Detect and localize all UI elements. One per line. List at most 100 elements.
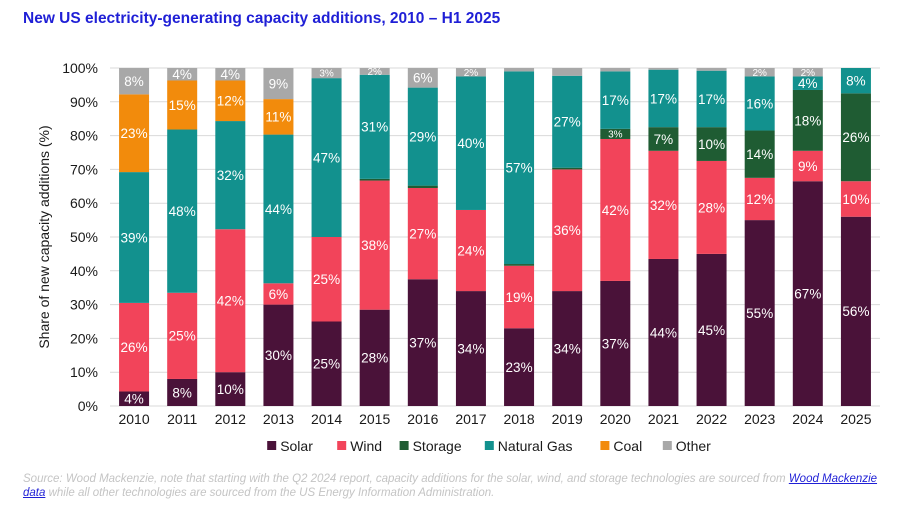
data-label: 39% [121, 230, 148, 245]
data-label: 23% [121, 126, 148, 141]
legend-swatch-coal [600, 441, 610, 450]
chart-title: New US electricity-generating capacity a… [23, 10, 501, 27]
data-label: 67% [794, 286, 821, 301]
legend-label: Natural Gas [498, 438, 573, 454]
x-tick-label: 2023 [744, 411, 775, 427]
bar-segment-other [600, 68, 631, 72]
data-label: 47% [313, 150, 340, 165]
bar-segment-storage [792, 89, 823, 151]
bar-segment-storage [407, 185, 438, 188]
data-label: 7% [654, 132, 674, 147]
bar-segment-natural-gas [744, 76, 775, 131]
bar-segment-wind [600, 138, 631, 281]
bar-segment-other [696, 68, 727, 71]
data-label: 38% [361, 238, 388, 253]
x-tick-label: 2014 [311, 411, 342, 427]
data-label: 44% [265, 202, 292, 217]
data-label: 27% [409, 226, 436, 241]
legend-label: Solar [280, 438, 313, 454]
bar-segment-other [359, 68, 390, 75]
data-label: 2% [801, 68, 816, 79]
bar-segment-natural-gas [504, 71, 535, 265]
legend: Solar Wind Storage Natural Gas Coal Other [267, 438, 711, 454]
y-tick-label: 100% [62, 60, 98, 76]
legend-swatch-wind [337, 441, 347, 450]
bar-segment-solar [311, 321, 342, 406]
data-label: 10% [698, 137, 725, 152]
data-label: 56% [842, 304, 869, 319]
data-label: 8% [846, 74, 866, 89]
legend-swatch-natural-gas [484, 441, 494, 450]
source-note: Source: Wood Mackenzie, note that starti… [23, 472, 893, 500]
x-tick-label: 2025 [840, 411, 871, 427]
bar-segment-natural-gas [696, 70, 727, 128]
legend-label: Coal [613, 438, 642, 454]
data-label: 12% [746, 192, 773, 207]
data-label: 19% [506, 290, 533, 305]
bar-segment-natural-gas [215, 121, 246, 230]
data-label: 37% [602, 336, 629, 351]
y-tick-label: 40% [70, 263, 98, 279]
bar-segment-other [455, 68, 486, 77]
data-label: 37% [409, 335, 436, 350]
bar-segment-solar [359, 309, 390, 406]
bar-segment-storage [696, 127, 727, 161]
bar-segment-other [792, 68, 823, 77]
data-label: 57% [506, 161, 533, 176]
bar-segment-storage [552, 167, 583, 170]
data-label: 15% [169, 98, 196, 113]
x-tick-label: 2021 [648, 411, 679, 427]
data-label: 34% [554, 341, 581, 356]
bar-segment-natural-gas [600, 71, 631, 129]
bar-segment-wind [359, 180, 390, 310]
y-tick-label: 90% [70, 94, 98, 110]
data-label: 17% [698, 92, 725, 107]
data-label: 2% [367, 67, 382, 78]
data-label: 4% [172, 67, 192, 82]
data-label: 17% [650, 91, 677, 106]
bar-segment-storage [504, 264, 535, 266]
bar-segment-wind [455, 209, 486, 292]
x-tick-label: 2022 [696, 411, 727, 427]
x-axis-ticks: 2010 2011 2012 2013 2014 2015 2016 2017 2018 2019… [118, 411, 871, 427]
bar-segment-natural-gas [407, 87, 438, 186]
bar-segment-other [648, 68, 679, 70]
bar-segment-solar [600, 280, 631, 406]
bar-segment-solar [119, 391, 150, 406]
legend-swatch-other [662, 441, 672, 450]
bar-segment-wind [167, 292, 198, 379]
data-label: 4% [221, 67, 241, 82]
bar-segment-other [311, 68, 342, 79]
x-tick-label: 2019 [552, 411, 583, 427]
x-tick-label: 2017 [455, 411, 486, 427]
data-label: 48% [169, 204, 196, 219]
data-label: 32% [650, 198, 677, 213]
y-axis-ticks: 0% 10% 20% 30% 40% 50% 60% 70% 80% 90% 100% [62, 60, 98, 414]
source-text-end: while all other technologies are sourced… [45, 487, 495, 499]
data-label: 14% [746, 147, 773, 162]
data-label: 16% [746, 96, 773, 111]
data-label: 26% [121, 340, 148, 355]
bar-segment-solar [215, 372, 246, 406]
bar-segment-solar [263, 304, 294, 406]
bar-segment-wind [311, 237, 342, 322]
data-label: 28% [361, 351, 388, 366]
data-label: 8% [124, 74, 144, 89]
wood-mackenzie-data-link[interactable]: Wood Mackenzie data [23, 473, 878, 499]
bar-segment-natural-gas [648, 69, 679, 128]
data-label: 10% [217, 382, 244, 397]
data-label: 4% [798, 76, 818, 91]
data-label: 42% [217, 294, 244, 309]
bar-segment-other [263, 68, 294, 100]
data-label: 25% [313, 272, 340, 287]
bar-segment-other [744, 68, 775, 77]
bar-segment-wind [840, 181, 871, 217]
data-label: 11% [265, 110, 291, 125]
legend-label: Wind [350, 438, 382, 454]
data-label: 55% [746, 306, 773, 321]
bar-segment-solar [696, 253, 727, 406]
y-axis-label: Share of new capacity additions (%) [36, 125, 52, 348]
y-tick-label: 20% [70, 330, 98, 346]
bar-segment-wind [504, 265, 535, 329]
y-tick-label: 80% [70, 128, 98, 144]
